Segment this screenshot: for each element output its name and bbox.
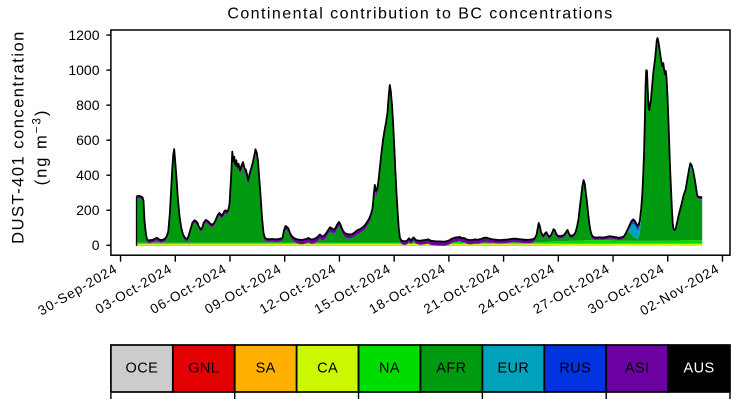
svg-text:DUST-401 concentration: DUST-401 concentration (10, 30, 28, 244)
svg-text:SA: SA (256, 361, 276, 377)
svg-text:GNL: GNL (188, 361, 219, 377)
svg-text:NA: NA (379, 361, 400, 377)
svg-text:AFR: AFR (436, 361, 466, 377)
svg-text:OCE: OCE (126, 361, 159, 377)
svg-text:600: 600 (76, 132, 100, 148)
svg-text:0: 0 (92, 237, 100, 253)
svg-text:1200: 1200 (68, 27, 99, 43)
svg-text:EUR: EUR (497, 361, 529, 377)
svg-text:AUS: AUS (684, 361, 715, 377)
svg-text:Continental contribution to BC: Continental contribution to BC concentra… (227, 6, 613, 23)
svg-text:1000: 1000 (68, 62, 99, 78)
svg-text:800: 800 (76, 97, 100, 113)
svg-text:RUS: RUS (559, 361, 591, 377)
svg-text:CA: CA (317, 361, 338, 377)
svg-text:200: 200 (76, 202, 100, 218)
svg-text:400: 400 (76, 167, 100, 183)
svg-text:ASI: ASI (625, 361, 650, 377)
